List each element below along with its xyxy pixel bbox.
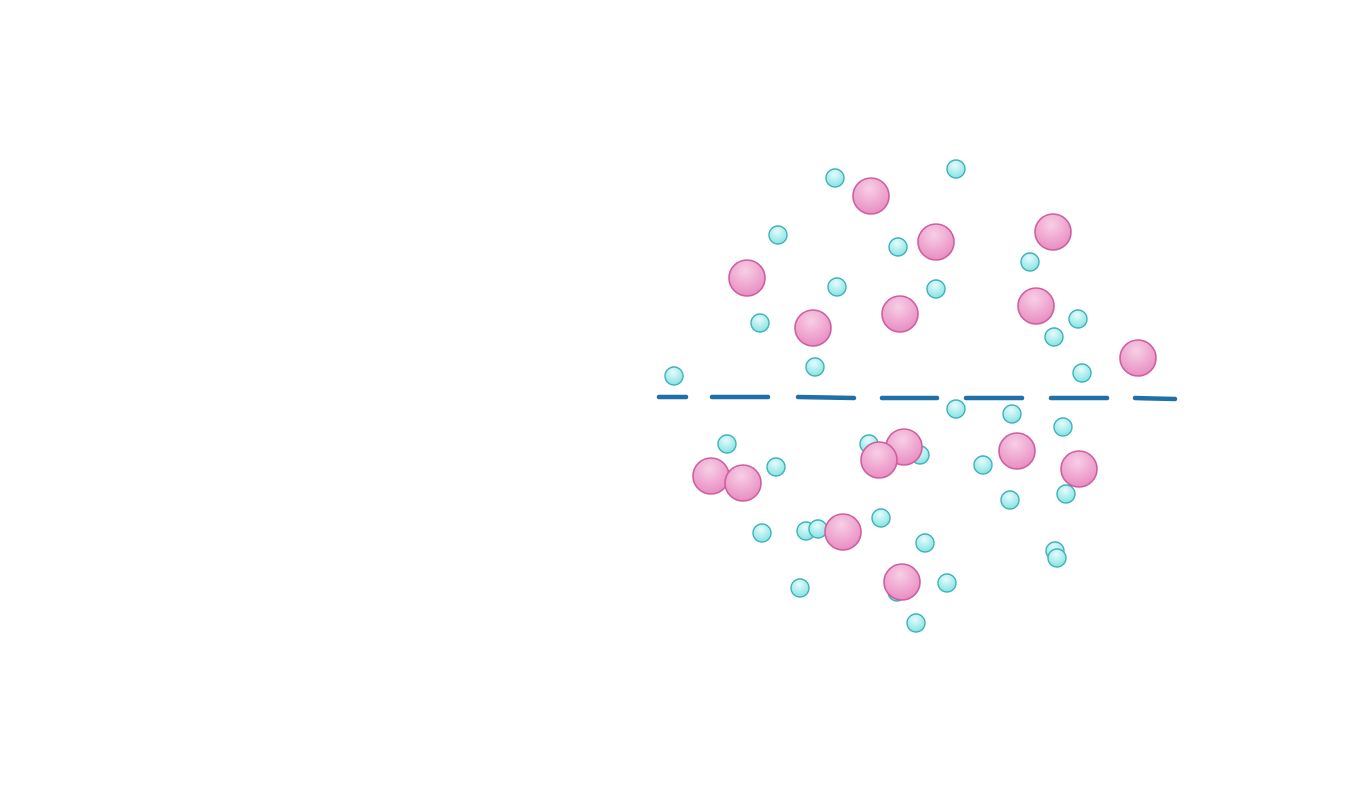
- small-particle: [1068, 309, 1088, 329]
- large-particle: [1119, 339, 1157, 377]
- large-particles-group: [692, 177, 1157, 601]
- membrane-segment: [1132, 395, 1178, 402]
- large-particle: [794, 309, 832, 347]
- large-particle: [860, 441, 898, 479]
- small-particle: [915, 533, 935, 553]
- small-particle: [871, 508, 891, 528]
- small-particle: [1047, 548, 1067, 568]
- large-particle: [1017, 287, 1055, 325]
- small-particle: [790, 578, 810, 598]
- small-particle: [1056, 484, 1076, 504]
- small-particle: [808, 519, 828, 539]
- large-particle: [824, 513, 862, 551]
- small-particle: [752, 523, 772, 543]
- small-particle: [664, 366, 684, 386]
- semipermeable-membrane: [656, 394, 1178, 402]
- large-particle: [881, 295, 919, 333]
- small-particle: [768, 225, 788, 245]
- large-particle: [1034, 213, 1072, 251]
- small-particle: [1002, 404, 1022, 424]
- small-particle: [1000, 490, 1020, 510]
- small-particle: [973, 455, 993, 475]
- small-particle: [888, 237, 908, 257]
- small-particle: [766, 457, 786, 477]
- small-particle: [1053, 417, 1073, 437]
- small-particle: [1044, 327, 1064, 347]
- small-particle: [825, 168, 845, 188]
- large-particle: [883, 563, 921, 601]
- large-particle: [724, 464, 762, 502]
- small-particle: [946, 399, 966, 419]
- small-particle: [1072, 363, 1092, 383]
- small-particle: [805, 357, 825, 377]
- small-particle: [937, 573, 957, 593]
- membrane-segment: [795, 394, 857, 401]
- small-particle: [906, 613, 926, 633]
- large-particle: [998, 432, 1036, 470]
- small-particle: [926, 279, 946, 299]
- small-particle: [750, 313, 770, 333]
- small-particle: [717, 434, 737, 454]
- large-particle: [728, 259, 766, 297]
- small-particle: [1020, 252, 1040, 272]
- large-particle: [917, 223, 955, 261]
- small-particles-group: [664, 159, 1092, 633]
- small-particle: [827, 277, 847, 297]
- large-particle: [1060, 450, 1098, 488]
- large-particle: [852, 177, 890, 215]
- small-particle: [946, 159, 966, 179]
- large-particle: [692, 457, 730, 495]
